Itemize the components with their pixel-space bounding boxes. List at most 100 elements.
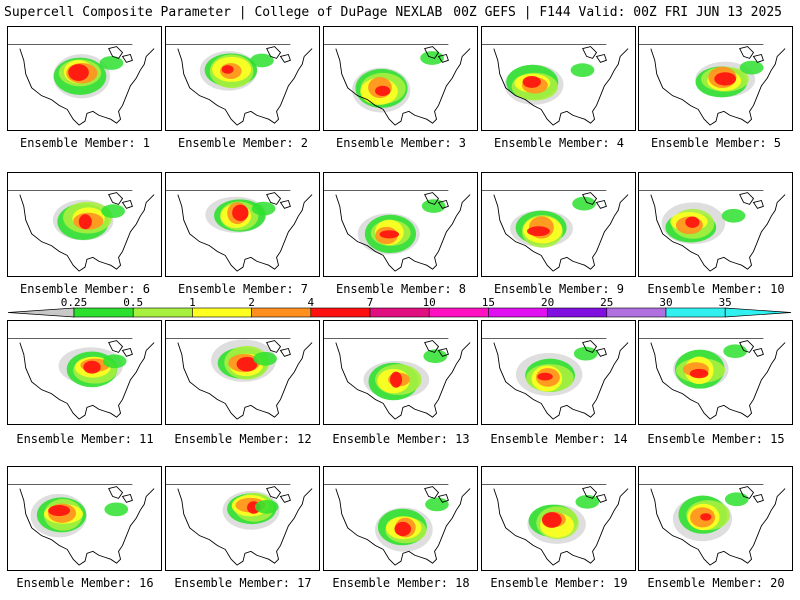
great-lakes bbox=[108, 340, 133, 357]
scp-contour bbox=[700, 513, 712, 521]
member-map-svg bbox=[324, 484, 471, 566]
ensemble-member-label: Ensemble Member: 18 bbox=[332, 576, 470, 590]
ensemble-member-label: Ensemble Member: 6 bbox=[19, 282, 151, 296]
great-lakes bbox=[739, 46, 764, 63]
colorbar-tick-label: 1 bbox=[189, 296, 196, 309]
ensemble-member-map bbox=[7, 466, 162, 571]
colorbar-segment bbox=[310, 307, 371, 318]
scp-contour bbox=[572, 196, 596, 211]
colorbar-segment bbox=[73, 307, 134, 318]
coastline bbox=[177, 194, 313, 272]
great-lakes bbox=[582, 340, 607, 357]
colorbar-tick-label: 10 bbox=[422, 296, 436, 309]
colorbar-tick-label: 25 bbox=[600, 296, 614, 309]
colorbar-segment bbox=[488, 307, 548, 318]
member-map-svg bbox=[639, 44, 786, 126]
coastline bbox=[19, 488, 155, 566]
ensemble-member-label: Ensemble Member: 13 bbox=[332, 432, 470, 446]
ensemble-member-label: Ensemble Member: 15 bbox=[647, 432, 785, 446]
ensemble-member-map bbox=[165, 320, 320, 425]
colorbar-segment bbox=[251, 307, 312, 318]
coastline bbox=[493, 194, 629, 272]
colorbar-legend: 0.25 0.5 1 2 4 7 10 15 20 25 30 35 bbox=[8, 296, 792, 320]
coastline bbox=[19, 48, 155, 126]
scp-contour bbox=[421, 199, 446, 213]
colorbar-tick-label: 0.5 bbox=[123, 296, 144, 309]
member-map-svg bbox=[324, 190, 471, 272]
scp-contour bbox=[379, 230, 400, 239]
ensemble-member-map bbox=[481, 320, 636, 425]
ensemble-member-label: Ensemble Member: 17 bbox=[174, 576, 312, 590]
scp-contour bbox=[251, 201, 276, 216]
member-map-svg bbox=[639, 484, 786, 566]
ensemble-member-label: Ensemble Member: 9 bbox=[493, 282, 625, 296]
scp-contour bbox=[573, 346, 598, 361]
great-lakes bbox=[266, 46, 291, 63]
ensemble-member-map bbox=[638, 320, 793, 425]
member-map-svg bbox=[166, 190, 313, 272]
ensemble-member-map bbox=[323, 172, 478, 277]
colorbar-segment bbox=[606, 307, 667, 318]
colorbar-tick-label: 15 bbox=[481, 296, 496, 309]
great-lakes bbox=[582, 486, 607, 503]
scp-contour bbox=[739, 60, 764, 75]
scp-contour bbox=[254, 499, 279, 514]
coastline bbox=[493, 488, 629, 566]
ensemble-member-label: Ensemble Member: 7 bbox=[177, 282, 309, 296]
member-map-svg bbox=[482, 190, 629, 272]
ensemble-member-label: Ensemble Member: 11 bbox=[16, 432, 154, 446]
coastline bbox=[650, 342, 786, 420]
colorbar-segment bbox=[665, 307, 726, 318]
ensemble-member-map bbox=[481, 466, 636, 571]
ensemble-member-label: Ensemble Member: 8 bbox=[335, 282, 467, 296]
ensemble-member-map bbox=[638, 466, 793, 571]
scp-contour bbox=[425, 497, 449, 512]
great-lakes bbox=[582, 192, 607, 209]
ensemble-member-map bbox=[638, 26, 793, 131]
ensemble-member-map bbox=[638, 172, 793, 277]
great-lakes bbox=[108, 192, 133, 209]
ensemble-member-label: Ensemble Member: 16 bbox=[16, 576, 154, 590]
coastline bbox=[650, 194, 786, 272]
scp-contour bbox=[68, 64, 89, 81]
coastline bbox=[650, 488, 786, 566]
colorbar-segment bbox=[132, 307, 193, 318]
scp-contour bbox=[221, 65, 234, 74]
ensemble-member-map bbox=[481, 26, 636, 131]
scp-contour bbox=[253, 351, 277, 366]
scp-contour bbox=[522, 76, 541, 88]
great-lakes bbox=[739, 340, 764, 357]
colorbar-segment bbox=[428, 307, 489, 318]
coastline bbox=[335, 488, 471, 566]
scp-contour bbox=[721, 208, 746, 223]
ensemble-member-label: Ensemble Member: 2 bbox=[177, 136, 309, 150]
member-map-svg bbox=[324, 338, 471, 420]
ensemble-member-label: Ensemble Member: 3 bbox=[335, 136, 467, 150]
scp-contour bbox=[724, 492, 749, 507]
colorbar-tick-label: 7 bbox=[366, 296, 374, 309]
great-lakes bbox=[266, 340, 291, 357]
ensemble-member-label: Ensemble Member: 20 bbox=[647, 576, 785, 590]
scp-contour bbox=[527, 226, 550, 237]
scp-contour bbox=[236, 356, 258, 372]
ensemble-member-map bbox=[323, 26, 478, 131]
member-map-svg bbox=[8, 190, 155, 272]
colorbar-segment bbox=[547, 307, 608, 318]
colorbar-tick-label: 2 bbox=[248, 296, 255, 309]
great-lakes bbox=[424, 340, 449, 357]
colorbar-tick-label: 0.25 bbox=[60, 296, 88, 309]
great-lakes bbox=[424, 192, 449, 209]
member-map-svg bbox=[166, 484, 313, 566]
ensemble-member-label: Ensemble Member: 5 bbox=[650, 136, 782, 150]
scp-contour bbox=[541, 512, 562, 528]
ensemble-member-map bbox=[7, 172, 162, 277]
member-map-svg bbox=[482, 484, 629, 566]
ensemble-member-label: Ensemble Member: 4 bbox=[493, 136, 625, 150]
map-title: Supercell Composite Parameter | College … bbox=[4, 5, 443, 20]
colorbar-segment bbox=[192, 307, 252, 318]
ensemble-member-label: Ensemble Member: 19 bbox=[490, 576, 628, 590]
colorbar-tick-label: 30 bbox=[659, 296, 673, 309]
ensemble-member-map bbox=[165, 466, 320, 571]
great-lakes bbox=[739, 486, 764, 503]
ensemble-member-label: Ensemble Member: 12 bbox=[174, 432, 312, 446]
